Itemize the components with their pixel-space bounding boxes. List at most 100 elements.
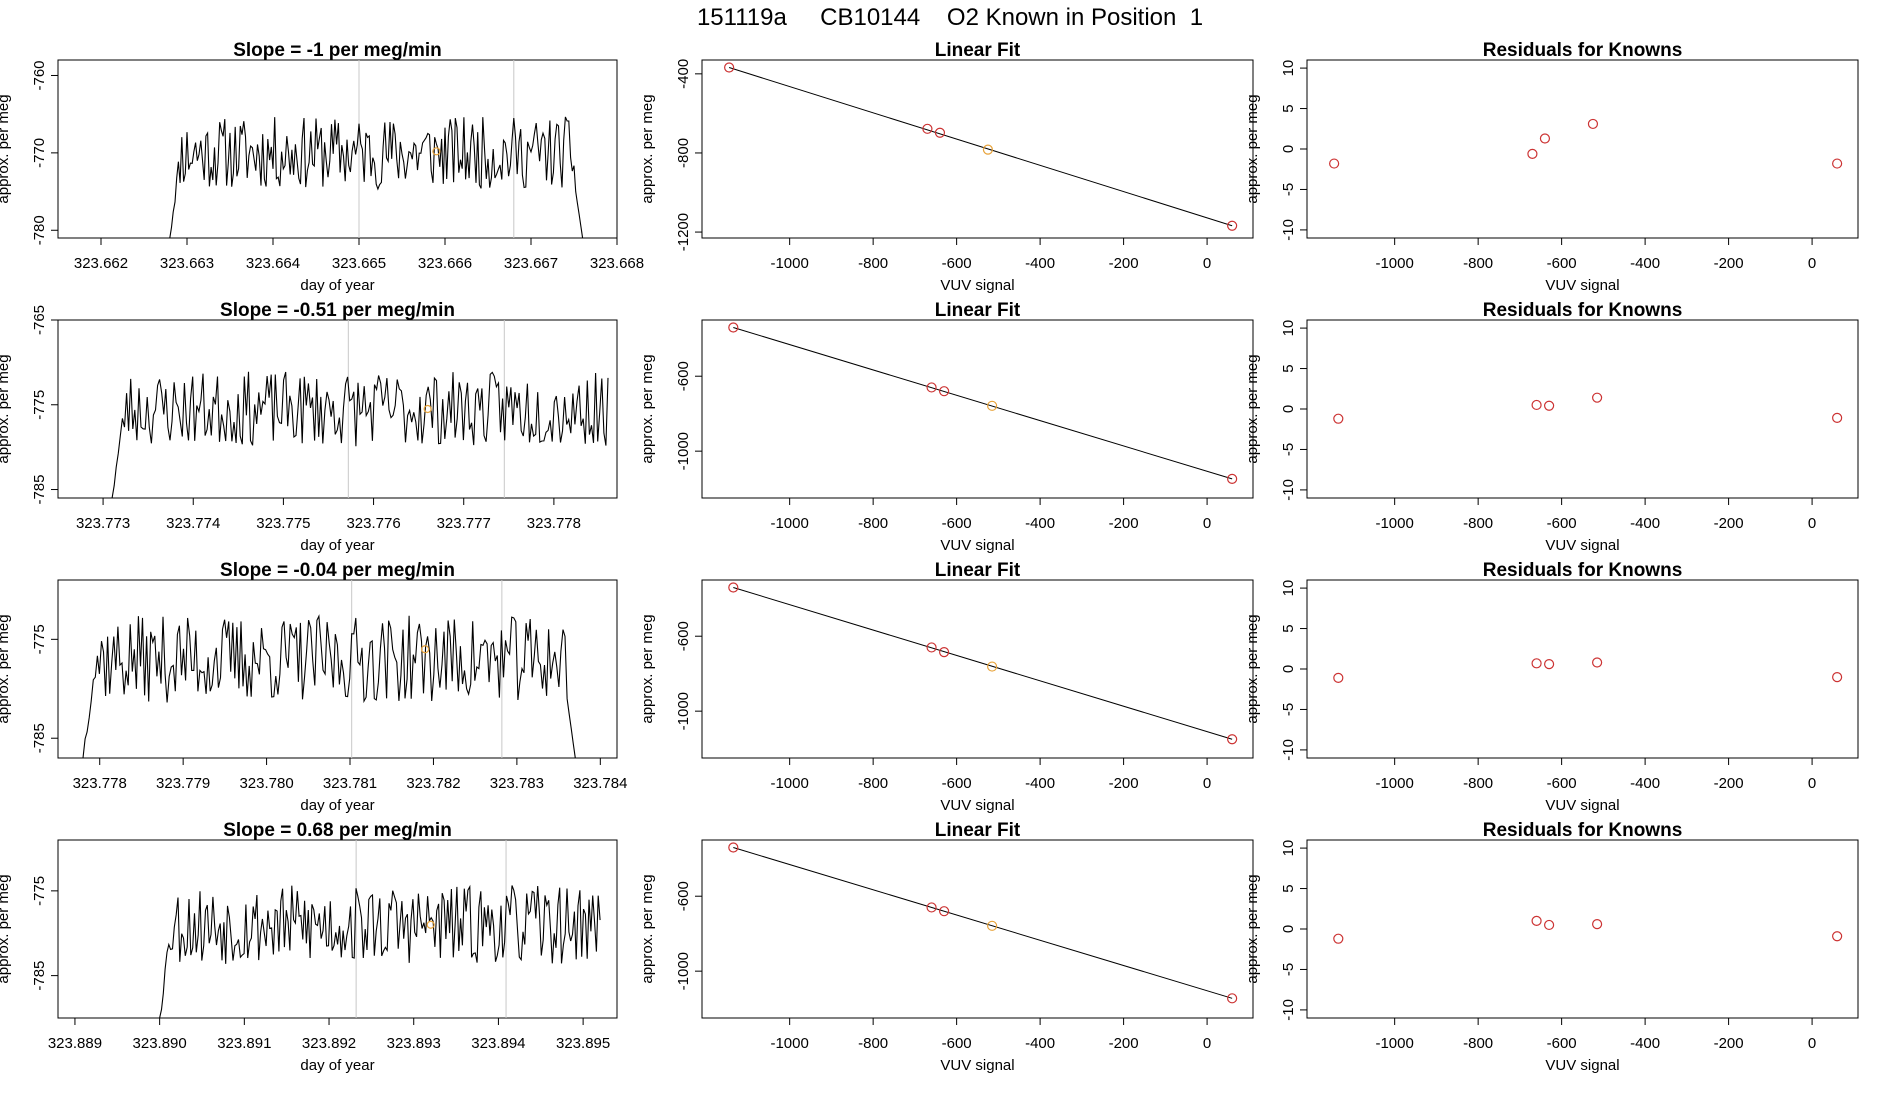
chart-panel-7: Slope = -0.04 per meg/min day of year appr… [0,560,627,814]
y-tick-label: -5 [1280,183,1297,196]
y-tick-label: 5 [1280,884,1297,892]
plot-frame [701,579,1254,759]
y-tick-label: -785 [31,475,48,505]
y-tick-label: -10 [1280,739,1297,761]
y-axis-label: approx. per meg [1244,94,1261,203]
x-tick-label: -600 [942,255,972,272]
x-tick-label: -1000 [770,775,808,792]
y-axis-label: approx. per meg [0,354,12,463]
y-tick-label: -1000 [675,692,692,730]
x-tick-label: -400 [1630,515,1660,532]
x-axis-label: day of year [300,797,374,814]
data-point [926,902,937,913]
x-tick-label: 323.778 [527,515,581,532]
data-point [1531,658,1542,669]
plot-frame [57,839,618,1019]
data-point [1333,933,1344,944]
y-tick-label: -600 [675,881,692,911]
x-tick-label: 0 [1203,1035,1211,1052]
x-tick-label: 0 [1203,255,1211,272]
chart-title: Linear Fit [935,820,1021,841]
y-tick-label: -5 [1280,963,1297,976]
plot-frame [57,579,618,759]
y-tick-label: -780 [31,215,48,245]
chart-panel-6: Residuals for Knowns VUV signal approx. pe… [1244,300,1859,554]
x-tick-label: -600 [1547,255,1577,272]
x-tick-label: -600 [942,515,972,532]
data-trace-line [159,884,601,1019]
chart-title: Linear Fit [935,300,1021,321]
y-tick-label: -400 [675,59,692,89]
x-tick-label: 323.776 [346,515,400,532]
y-tick-label: -1000 [675,432,692,470]
data-point [987,920,998,931]
y-tick-label: -1200 [675,213,692,251]
x-axis-label: day of year [300,1057,374,1074]
x-tick-label: -200 [1714,775,1744,792]
y-axis-label: approx. per meg [639,874,656,983]
known-point-marker [423,404,432,414]
data-point [728,582,739,593]
y-tick-label: 5 [1280,364,1297,372]
x-tick-label: -200 [1109,515,1139,532]
data-point [1227,220,1238,231]
x-tick-label: 323.779 [156,775,210,792]
known-point-marker [432,147,441,156]
data-point [987,661,998,672]
data-trace-line [111,371,609,499]
x-tick-label: -800 [1463,1035,1493,1052]
chart-title: Residuals for Knowns [1483,560,1683,581]
y-axis-label: approx. per meg [0,874,12,983]
y-tick-label: -600 [675,621,692,651]
chart-title: Slope = 0.68 per meg/min [223,820,452,841]
plot-frame [701,839,1254,1019]
chart-title: Linear Fit [935,560,1021,581]
data-point [728,322,739,333]
x-tick-label: -200 [1714,1035,1744,1052]
y-tick-label: -10 [1280,999,1297,1021]
y-tick-label: -5 [1280,443,1297,456]
y-axis-label: approx. per meg [1244,354,1261,463]
x-tick-label: -200 [1714,255,1744,272]
chart-panel-8: Linear Fit VUV signal approx. per meg -1000… [639,560,1254,814]
y-tick-label: -800 [675,138,692,168]
x-tick-label: 323.780 [239,775,293,792]
data-point [728,842,739,853]
chart-panel-11: Linear Fit VUV signal approx. per meg -1000… [639,820,1254,1074]
x-tick-label: -1000 [1375,255,1413,272]
x-tick-label: -400 [1025,1035,1055,1052]
x-tick-label: 323.666 [418,255,472,272]
x-tick-label: -200 [1109,775,1139,792]
x-tick-label: -200 [1714,515,1744,532]
plot-frame [57,319,618,499]
data-point [1832,931,1843,942]
data-point [1592,392,1603,403]
data-point [1832,412,1843,423]
x-axis-label: VUV signal [1545,277,1619,294]
plot-frame [1306,319,1859,499]
x-tick-label: 323.775 [256,515,310,532]
fit-line [733,327,1233,480]
x-tick-label: -1000 [1375,775,1413,792]
x-tick-label: 323.783 [490,775,544,792]
y-axis-label: approx. per meg [639,94,656,203]
data-point [939,647,950,658]
fit-line [733,587,1233,740]
x-axis-label: VUV signal [1545,537,1619,554]
y-tick-label: -760 [31,60,48,90]
x-tick-label: -400 [1025,775,1055,792]
y-tick-label: -775 [31,624,48,654]
data-point [926,382,937,393]
y-tick-label: -775 [31,876,48,906]
x-tick-label: -600 [1547,775,1577,792]
x-tick-label: -400 [1630,255,1660,272]
x-tick-label: -200 [1109,1035,1139,1052]
x-tick-label: 323.784 [573,775,627,792]
chart-title: Residuals for Knowns [1483,300,1683,321]
x-tick-label: -400 [1630,1035,1660,1052]
y-tick-label: -785 [31,723,48,753]
data-point [922,123,933,134]
x-tick-label: -1000 [1375,1035,1413,1052]
x-tick-label: 323.895 [556,1035,610,1052]
x-tick-label: -600 [942,775,972,792]
